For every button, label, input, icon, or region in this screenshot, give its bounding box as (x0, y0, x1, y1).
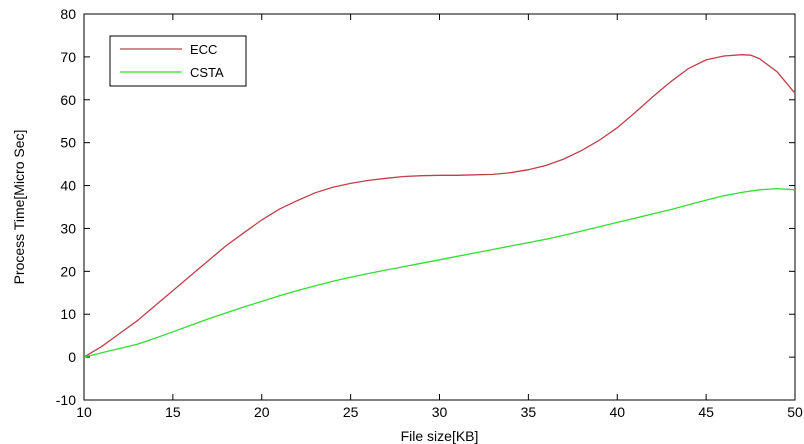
y-tick-label: 50 (60, 135, 76, 151)
y-tick-label: 60 (60, 92, 76, 108)
y-tick-label: 10 (60, 306, 76, 322)
legend-entry-label: CSTA (190, 65, 224, 80)
legend-entry-label: ECC (190, 42, 217, 57)
x-tick-label: 15 (165, 404, 181, 420)
y-tick-label: 80 (60, 6, 76, 22)
x-axis-label: File size[KB] (401, 428, 479, 444)
y-tick-label: -10 (56, 392, 76, 408)
series-line-csta (83, 187, 796, 358)
y-tick-label: 0 (68, 349, 76, 365)
x-tick-label: 25 (343, 404, 359, 420)
x-tick-label: 20 (254, 404, 270, 420)
series-line-ecc (83, 54, 796, 358)
y-tick-label: 40 (60, 178, 76, 194)
x-tick-label: 10 (76, 404, 92, 420)
legend: ECC CSTA (109, 35, 247, 87)
y-axis-label: Process Time[Micro Sec] (11, 130, 27, 285)
y-tick-label: 70 (60, 49, 76, 65)
x-tick-label: 50 (787, 404, 803, 420)
x-tick-label: 45 (698, 404, 714, 420)
x-tick-label: 40 (609, 404, 625, 420)
legend-box (109, 35, 247, 87)
x-tick-label: 30 (432, 404, 448, 420)
series-lines (83, 54, 796, 358)
x-tick-label: 35 (521, 404, 537, 420)
axis-ticks: 10 15 20 25 30 35 40 45 50 -10 0 10 20 30 40 50 60 70 80 (56, 6, 803, 420)
y-tick-label: 30 (60, 220, 76, 236)
y-tick-label: 20 (60, 263, 76, 279)
